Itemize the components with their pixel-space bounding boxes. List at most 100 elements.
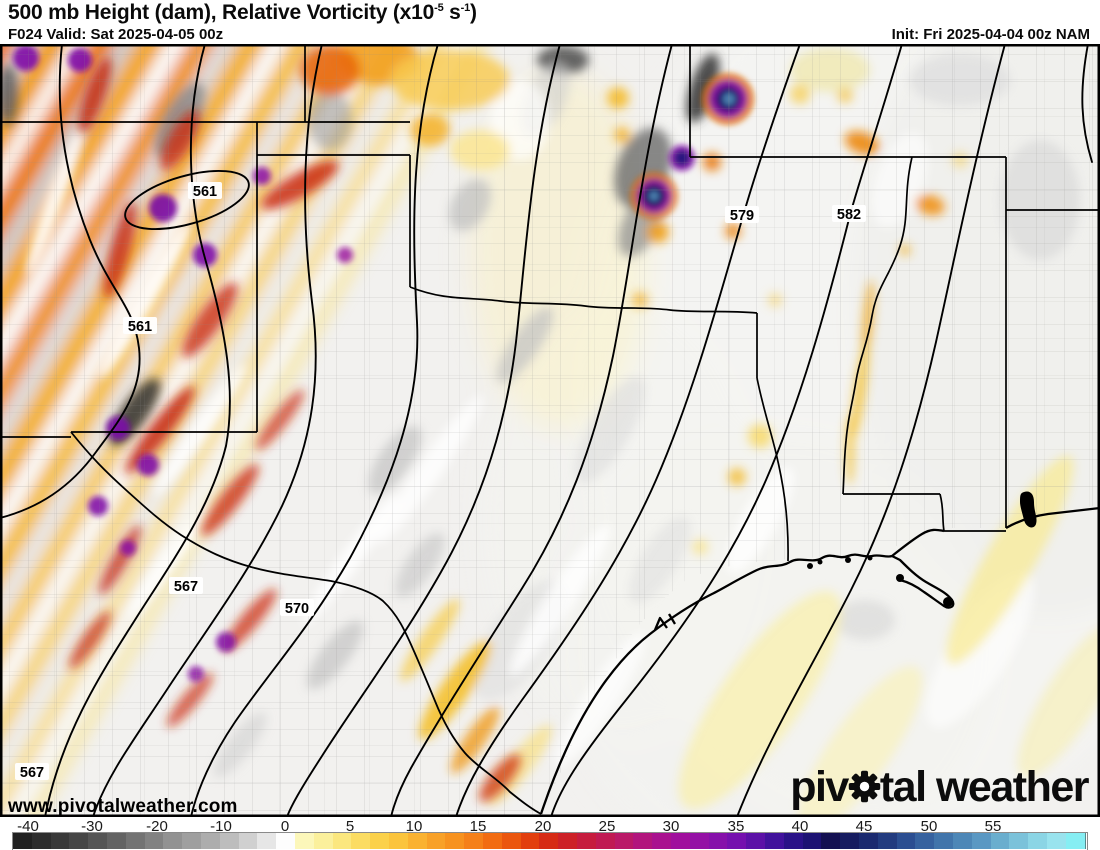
colorbar-cell <box>501 833 522 849</box>
map-canvas: 561 561 567 570 567 579 582 <box>0 44 1100 817</box>
colorbar-cell <box>708 833 729 849</box>
colorbar-tick-label: 35 <box>727 818 745 835</box>
contour-label-chip <box>832 205 866 222</box>
colorbar-cell <box>257 833 278 849</box>
colorbar-cell <box>539 833 560 849</box>
colorbar-cell <box>332 833 353 849</box>
colorbar-cell <box>163 833 184 849</box>
colorbar-frame <box>12 832 1088 850</box>
colorbar-tick-label: 40 <box>791 818 809 835</box>
colorbar-cell <box>276 833 296 849</box>
colorbar-cell <box>313 833 334 849</box>
colorbar-tick-label: -20 <box>146 818 168 835</box>
colorbar-cell <box>238 833 259 849</box>
colorbar-cell <box>877 833 898 849</box>
contour-label-chip <box>123 317 157 334</box>
coastal-marsh <box>807 555 953 607</box>
colorbar-cell <box>426 833 447 849</box>
colorbar-cell <box>201 833 221 849</box>
colorbar-cell <box>107 833 127 849</box>
colorbar-cell <box>727 833 748 849</box>
colorbar-tick-label: 55 <box>984 818 1002 835</box>
rio-grande <box>70 431 542 815</box>
colorbar-cell <box>652 833 672 849</box>
colorbar-cell <box>577 833 597 849</box>
colorbar-cell <box>821 833 842 849</box>
contour-label-chip <box>725 206 759 223</box>
colorbar-tick-label: 10 <box>405 818 423 835</box>
logo-text-1: piv <box>790 763 849 811</box>
colorbar-cell <box>125 833 146 849</box>
colorbar-cell <box>50 833 71 849</box>
colorbar-cell <box>802 833 823 849</box>
colorbar-cell <box>558 833 578 849</box>
colorbar-cell <box>351 833 372 849</box>
colorbar-cell <box>840 833 860 849</box>
colorbar-cell <box>689 833 710 849</box>
colorbar-cell <box>746 833 766 849</box>
colorbar-tick-label: -10 <box>210 818 232 835</box>
contour-label-chip <box>15 763 49 780</box>
colorbar-cell <box>219 833 240 849</box>
colorbar-cell <box>144 833 165 849</box>
colorbar-cell <box>671 833 691 849</box>
colorbar-cell <box>934 833 954 849</box>
contour-label-chip <box>169 577 203 594</box>
weather-map: 561 561 567 570 567 579 582 www.pivotalweather… <box>0 44 1100 817</box>
colorbar-cell <box>483 833 503 849</box>
colorbar-tick-label: 25 <box>598 818 616 835</box>
colorbar-cell <box>915 833 936 849</box>
coastline <box>539 506 1100 815</box>
colorbar-cell <box>69 833 90 849</box>
contour-label: 567 <box>20 765 44 781</box>
colorbar-cell <box>407 833 428 849</box>
colorbar: -40 -30 -20 -10 0 5 10 15 20 25 30 35 40 45 50 55 <box>0 817 1100 850</box>
contour-label: 570 <box>285 601 309 617</box>
colorbar-cell <box>520 833 541 849</box>
forecast-valid-label: F024 Valid: Sat 2025-04-05 00z <box>8 26 224 43</box>
pivotal-weather-logo: piv tal weather <box>790 763 1089 811</box>
colorbar-cell <box>1047 833 1067 849</box>
colorbar-cell <box>859 833 879 849</box>
colorbar-cell <box>389 833 409 849</box>
colorbar-tick-label: 15 <box>469 818 487 835</box>
colorbar-cell <box>88 833 108 849</box>
colorbar-cell <box>953 833 973 849</box>
page-title: 500 mb Height (dam), Relative Vorticity … <box>8 1 477 24</box>
contour-label: 561 <box>193 184 217 200</box>
colorbar-cell <box>31 833 52 849</box>
colorbar-cell <box>182 833 202 849</box>
colorbar-cell <box>614 833 635 849</box>
colorbar-cell <box>1065 833 1086 849</box>
colorbar-cell <box>445 833 466 849</box>
colorbar-cell <box>370 833 390 849</box>
contour-label: 582 <box>837 207 861 223</box>
colorbar-tick-label: -30 <box>81 818 103 835</box>
mobile-bay <box>1020 491 1037 528</box>
contour-labels: 561 561 567 570 567 579 582 <box>15 182 866 781</box>
colorbar-tick-label: 20 <box>534 818 552 835</box>
map-frame <box>0 44 1100 817</box>
contour-label: 579 <box>730 208 754 224</box>
contour-label: 561 <box>128 319 152 335</box>
colorbar-tick-label: 5 <box>345 818 355 835</box>
colorbar-cell <box>595 833 616 849</box>
colorbar-cell <box>896 833 917 849</box>
colorbar-cell <box>295 833 315 849</box>
colorbar-cell <box>633 833 654 849</box>
river-borders <box>409 156 945 562</box>
colorbar-tick-label: 45 <box>855 818 873 835</box>
model-init-label: Init: Fri 2025-04-04 00z NAM <box>891 26 1090 43</box>
colorbar-cell <box>971 833 992 849</box>
colorbar-cell <box>990 833 1011 849</box>
colorbar-cell <box>1009 833 1030 849</box>
colorbar-cell <box>783 833 804 849</box>
contour-label-chip <box>280 599 314 616</box>
state-borders <box>0 44 1100 815</box>
colorbar-tick-label: 30 <box>662 818 680 835</box>
colorbar-cell <box>464 833 484 849</box>
colorbar-cell <box>765 833 785 849</box>
colorbar-tick-label: 0 <box>280 818 290 835</box>
colorbar-cell <box>13 833 33 849</box>
